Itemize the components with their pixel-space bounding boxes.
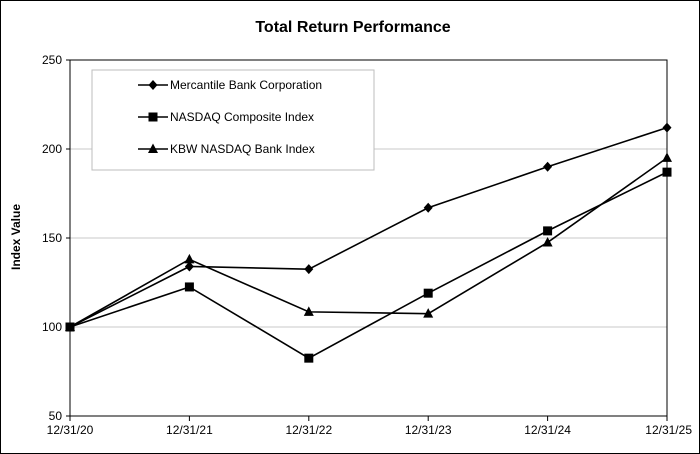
legend-label: NASDAQ Composite Index [170,110,314,124]
series-group [65,122,672,363]
y-axis: 50 100 150 200 250 [42,53,70,423]
data-point [184,282,194,292]
legend-label: Mercantile Bank Corporation [170,78,322,92]
x-tick-label: 12/31/24 [524,423,571,437]
series-line [69,157,668,328]
series-line [69,171,668,360]
y-tick-label: 150 [42,231,62,245]
series-line [69,126,668,328]
chart-title: Total Return Performance [255,19,450,36]
legend-label: KBW NASDAQ Bank Index [170,142,315,156]
data-point [184,261,194,272]
data-point [662,152,672,162]
data-point [662,122,672,133]
x-tick-label: 12/31/25 [645,423,692,437]
data-point [65,321,75,331]
y-tick-label: 200 [42,142,62,156]
data-point [303,306,314,316]
data-point [304,353,314,363]
x-tick-label: 12/31/23 [405,423,452,437]
y-tick-label: 100 [42,320,62,334]
x-axis: 12/31/20 12/31/21 12/31/22 12/31/23 12/31/24… [47,416,692,437]
x-tick-label: 12/31/20 [47,423,94,437]
x-tick-label: 12/31/21 [166,423,213,437]
data-point [543,161,553,172]
data-point [662,167,672,177]
legend-box [91,69,375,171]
legend-marker [148,143,158,153]
legend-marker [148,112,158,122]
series-square [65,167,672,363]
legend-marker [148,80,158,90]
x-tick-label: 12/31/22 [285,423,332,437]
data-point [543,226,553,236]
data-point [423,308,434,318]
data-point [304,264,314,275]
series-triangle [65,152,672,331]
y-tick-label: 250 [42,53,62,67]
y-tick-label: 50 [49,409,63,423]
data-point [423,202,433,213]
data-point [542,236,553,247]
data-point [184,253,195,264]
data-point [423,288,433,298]
legend: Mercantile Bank Corporation NASDAQ Compos… [91,69,375,171]
y-axis-label: Index Value [9,204,23,270]
